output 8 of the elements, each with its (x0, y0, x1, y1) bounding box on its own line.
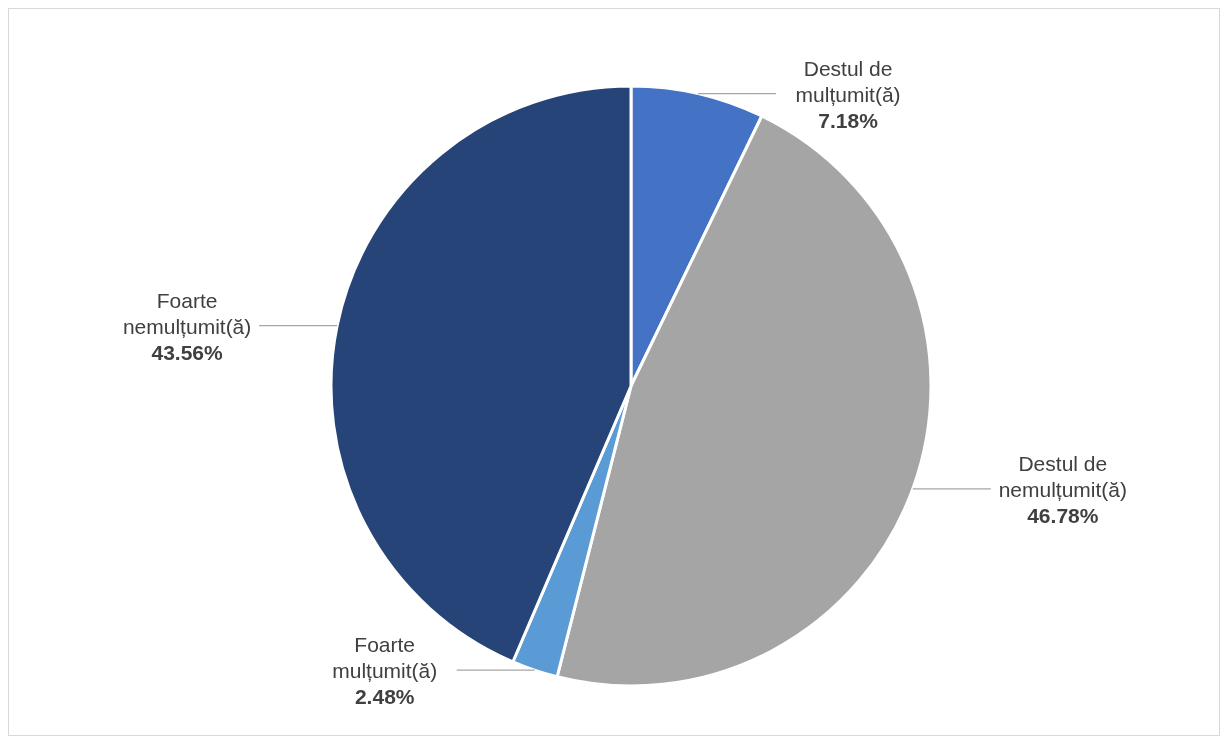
data-label: 7.18% (818, 108, 879, 132)
data-label: 46.78% (1027, 503, 1099, 527)
slice-label: Foarte mulțumit(ă) (332, 632, 438, 682)
slice-label: Destul de mulțumit(ă) (795, 56, 901, 106)
data-label: 2.48% (354, 684, 415, 708)
slice-label: Foarte nemulțumit(ă) (122, 288, 252, 338)
slice-label: Destul de nemulțumit(ă) (998, 451, 1127, 501)
data-label: 43.56% (151, 340, 224, 364)
